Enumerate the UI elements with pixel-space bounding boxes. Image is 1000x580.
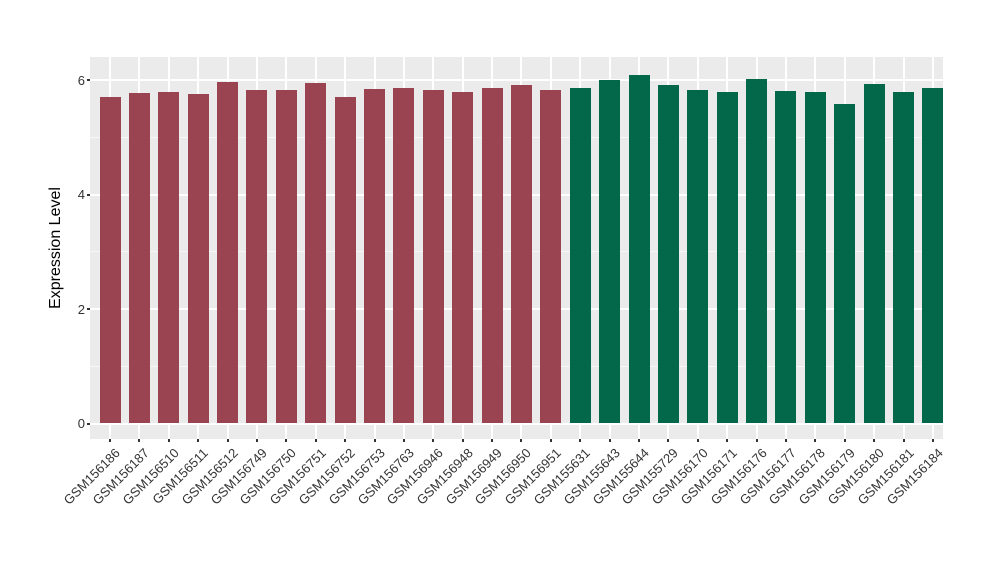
bar-GSM155631 — [569, 87, 591, 424]
x-tick-mark-GSM156763 — [402, 439, 405, 442]
x-tick-mark-GSM156951 — [549, 439, 552, 442]
bar-GSM156510 — [158, 91, 180, 424]
bar-GSM156176 — [746, 78, 768, 424]
bar-GSM156750 — [275, 90, 297, 424]
bar-GSM156948 — [452, 91, 474, 424]
x-tick-mark-GSM156750 — [285, 439, 288, 442]
bar-GSM156178 — [804, 92, 826, 424]
bar-GSM156187 — [128, 93, 150, 424]
x-tick-mark-GSM156186 — [109, 439, 111, 442]
x-tick-mark-GSM156180 — [873, 439, 876, 442]
bar-GSM156751 — [305, 83, 327, 424]
x-tick-mark-GSM156752 — [344, 439, 347, 442]
x-tick-mark-GSM156751 — [314, 439, 317, 442]
y-axis-title: Expression Level — [47, 187, 64, 309]
bar-GSM156171 — [716, 92, 738, 424]
y-tick-mark-6 — [87, 79, 90, 82]
x-tick-mark-GSM156949 — [491, 439, 494, 442]
bar-GSM156512 — [217, 82, 239, 424]
bar-GSM156763 — [393, 87, 415, 424]
x-tick-mark-GSM156170 — [696, 439, 699, 442]
bar-GSM156950 — [510, 84, 532, 424]
bar-GSM155644 — [628, 74, 650, 424]
bar-GSM156951 — [540, 90, 562, 424]
x-tick-mark-GSM156510 — [167, 439, 170, 442]
bar-GSM156184 — [922, 88, 943, 424]
y-tick-mark-0 — [87, 422, 90, 425]
x-tick-mark-GSM156512 — [226, 439, 229, 442]
gridline-major-y6 — [90, 79, 943, 82]
bar-GSM156177 — [775, 90, 797, 424]
x-tick-mark-GSM156171 — [726, 439, 729, 442]
x-tick-mark-GSM156177 — [784, 439, 787, 442]
bar-GSM156179 — [834, 104, 856, 424]
x-tick-mark-GSM156749 — [255, 439, 258, 442]
x-tick-mark-GSM156178 — [814, 439, 817, 442]
x-tick-mark-GSM155644 — [638, 439, 641, 442]
bar-GSM156752 — [334, 96, 356, 424]
x-tick-mark-GSM156176 — [755, 439, 758, 442]
bar-GSM155643 — [599, 79, 621, 424]
x-tick-mark-GSM156753 — [373, 439, 376, 442]
bar-GSM156181 — [893, 92, 915, 424]
x-tick-mark-GSM156184 — [931, 439, 934, 442]
y-tick-label-0: 0 — [77, 416, 85, 431]
bar-GSM156946 — [422, 90, 444, 424]
bar-GSM156180 — [863, 84, 885, 424]
bar-GSM156511 — [187, 94, 209, 424]
x-tick-mark-GSM155631 — [579, 439, 582, 442]
bar-GSM156753 — [364, 88, 385, 424]
x-tick-mark-GSM156181 — [902, 439, 905, 442]
x-tick-mark-GSM155729 — [667, 439, 670, 442]
x-tick-mark-GSM156511 — [197, 439, 200, 442]
x-tick-mark-GSM156179 — [843, 439, 846, 442]
bar-GSM156170 — [687, 90, 709, 424]
x-tick-mark-GSM156187 — [138, 439, 141, 442]
x-tick-mark-GSM156946 — [432, 439, 435, 442]
bar-GSM156186 — [99, 97, 121, 424]
bar-GSM155729 — [657, 84, 679, 424]
y-tick-mark-2 — [87, 308, 90, 311]
x-tick-mark-GSM155643 — [608, 439, 611, 442]
y-tick-label-4: 4 — [77, 187, 85, 203]
bar-GSM156949 — [481, 88, 503, 424]
y-tick-label-2: 2 — [77, 301, 85, 317]
bar-GSM156749 — [246, 90, 268, 424]
x-tick-mark-GSM156948 — [461, 439, 464, 442]
gridline-major-y0 — [90, 422, 943, 425]
y-tick-label-6: 6 — [77, 72, 85, 88]
plot-panel — [90, 57, 943, 439]
y-tick-mark-4 — [87, 193, 90, 196]
x-tick-mark-GSM156950 — [520, 439, 523, 442]
